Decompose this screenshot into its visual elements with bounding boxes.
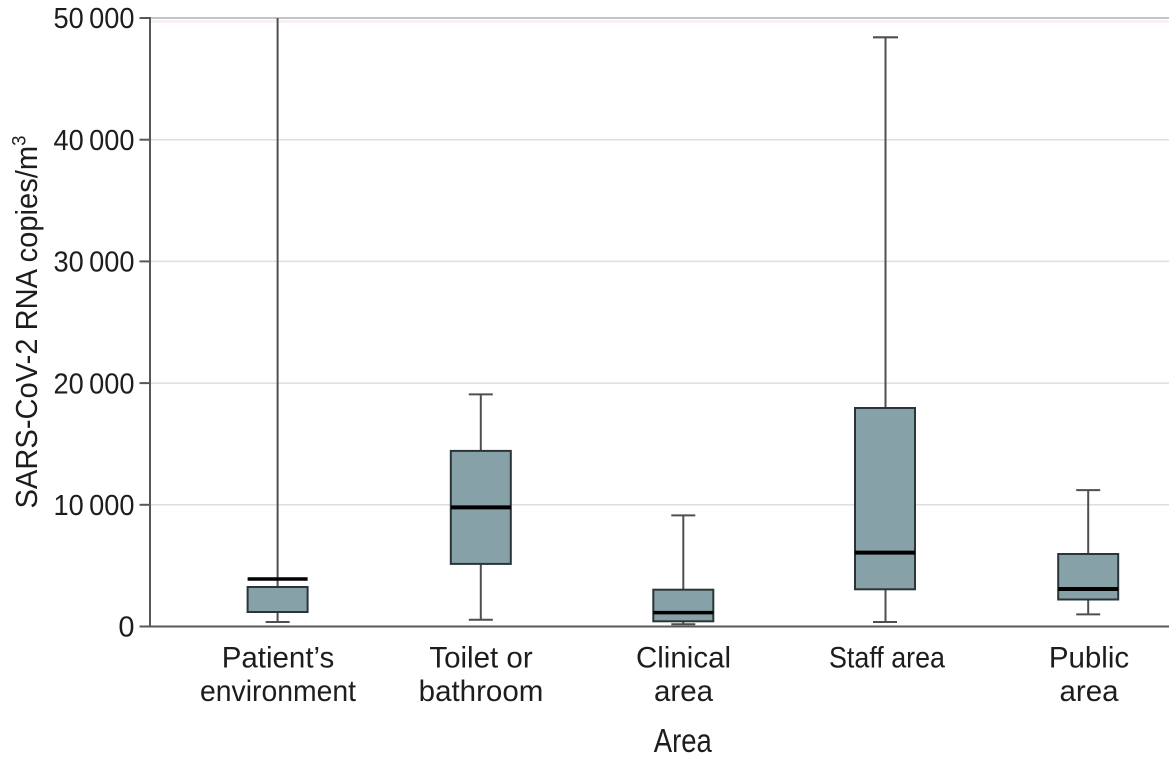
svg-text:bathroom: bathroom — [419, 675, 544, 708]
svg-text:Toilet or: Toilet or — [429, 642, 532, 675]
svg-text:Clinical: Clinical — [636, 642, 731, 675]
svg-text:Staff area: Staff area — [829, 642, 946, 675]
svg-text:Public: Public — [1049, 642, 1129, 675]
svg-text:20 000: 20 000 — [54, 368, 135, 400]
svg-text:40 000: 40 000 — [54, 125, 135, 157]
svg-text:Area: Area — [654, 722, 713, 759]
svg-text:area: area — [654, 675, 714, 708]
svg-text:30 000: 30 000 — [54, 247, 135, 279]
svg-text:environment: environment — [200, 675, 356, 708]
svg-text:10 000: 10 000 — [54, 490, 135, 522]
svg-text:50 000: 50 000 — [54, 3, 135, 35]
svg-text:0: 0 — [118, 612, 134, 644]
svg-text:Patient’s: Patient’s — [222, 642, 335, 675]
svg-text:area: area — [1059, 675, 1119, 708]
svg-text:SARS-CoV-2 RNA copies/m3: SARS-CoV-2 RNA copies/m3 — [9, 135, 45, 508]
